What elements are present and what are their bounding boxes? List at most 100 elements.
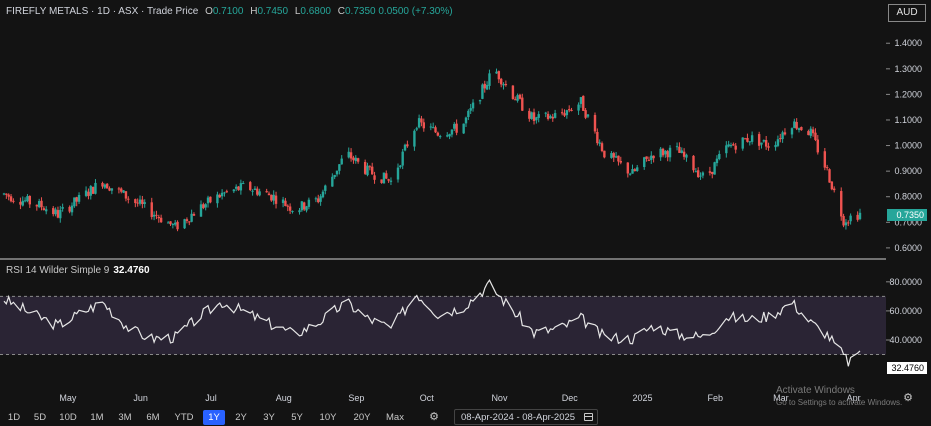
timeframe-button-10y[interactable]: 10Y	[319, 412, 337, 423]
candle-body	[514, 99, 517, 101]
candle-body	[387, 179, 390, 181]
time-tick-label: Jul	[205, 393, 217, 403]
candle-body	[35, 204, 39, 207]
currency-selector[interactable]: AUD	[888, 4, 926, 22]
candle-body	[239, 183, 243, 191]
candle-body	[225, 191, 228, 193]
candle-body	[319, 196, 322, 202]
candle-body	[584, 110, 587, 118]
candle-body	[192, 214, 196, 216]
candle-body	[89, 186, 92, 196]
candle-body	[281, 199, 285, 203]
price-legend: FIREFLY METALS · 1D · ASX · Trade Price …	[6, 6, 453, 17]
candle-body	[696, 170, 700, 177]
candle-body	[68, 206, 71, 212]
candle-body	[28, 195, 31, 205]
timeframe-button-ytd[interactable]: YTD	[174, 412, 194, 423]
rsi-line	[3, 279, 861, 367]
candle-body	[242, 183, 245, 185]
candle-body	[40, 200, 43, 208]
candle-body	[354, 157, 357, 162]
candle-body	[256, 188, 259, 195]
candle-body	[267, 193, 271, 196]
candle-body	[5, 193, 8, 195]
candle-body	[664, 150, 667, 155]
candle-body	[675, 146, 679, 148]
timeframe-button-20y[interactable]: 20Y	[353, 412, 371, 423]
candle-body	[650, 155, 653, 160]
high-label: H	[250, 6, 258, 17]
candle-body	[614, 156, 618, 158]
candle-body	[176, 221, 179, 230]
candle-body	[286, 205, 289, 207]
timeframe-button-5d[interactable]: 5D	[33, 412, 47, 423]
gear-icon[interactable]: ⚙	[903, 392, 913, 404]
candle-body	[840, 191, 843, 217]
candle-body	[321, 191, 325, 198]
rsi-axis: 80.0000 60.0000 40.0000	[886, 277, 922, 345]
timeframe-button-10d[interactable]: 10D	[59, 412, 77, 423]
candle-body	[150, 202, 153, 217]
time-tick-label: Oct	[420, 393, 435, 403]
candle-body	[77, 194, 81, 202]
timeframe-button-6m[interactable]: 6M	[146, 412, 160, 423]
date-range-text: 08-Apr-2024 - 08-Apr-2025	[461, 412, 576, 423]
timeframe-button-3m[interactable]: 3M	[118, 412, 132, 423]
rsi-legend: RSI 14 Wilder Simple 9 32.4760	[6, 265, 150, 276]
candle-body	[417, 118, 421, 128]
candle-body	[2, 193, 6, 195]
candle-body	[544, 112, 547, 114]
timeframe-button-1d[interactable]: 1D	[7, 412, 21, 423]
timeframe-button-1m[interactable]: 1M	[90, 412, 104, 423]
price-tick-label: 0.6000	[894, 243, 922, 253]
candle-body	[429, 126, 433, 128]
candle-body	[800, 127, 803, 131]
rsi-tick-label: 40.0000	[889, 335, 922, 345]
candle-body	[830, 181, 834, 190]
candle-body	[560, 112, 564, 114]
candle-body	[764, 140, 768, 147]
candle-body	[185, 219, 189, 221]
candle-body	[586, 114, 590, 117]
candle-body	[199, 204, 203, 217]
timeframe-button-2y[interactable]: 2Y	[235, 412, 247, 423]
rsi-value-badge: 32.4760	[887, 362, 927, 374]
timeframe-button-5y[interactable]: 5Y	[291, 412, 303, 423]
candle-body	[298, 210, 301, 213]
date-range-picker[interactable]: 08-Apr-2024 - 08-Apr-2025	[454, 409, 598, 425]
candle-body	[497, 71, 501, 80]
candle-body	[188, 221, 191, 223]
timeframe-button-max[interactable]: Max	[386, 412, 404, 423]
candle-body	[436, 132, 440, 136]
price-tick-label: 1.0000	[894, 141, 922, 151]
candle-body	[249, 182, 252, 190]
close-value: 0.7350	[345, 6, 376, 17]
candle-body	[21, 200, 24, 206]
candle-body	[291, 211, 294, 213]
candle-body	[643, 157, 646, 167]
candle-body	[26, 196, 29, 202]
candle-body	[692, 155, 695, 171]
candle-body	[485, 84, 489, 90]
candle-body	[661, 148, 665, 156]
candle-body	[399, 165, 402, 168]
timeframe-button-1y[interactable]: 1Y	[203, 410, 225, 425]
candle-body	[340, 158, 343, 165]
candle-body	[166, 222, 170, 224]
candle-body	[828, 169, 831, 183]
candle-body	[335, 170, 339, 175]
candle-body	[19, 201, 22, 205]
candle-body	[415, 128, 418, 130]
candle-body	[434, 127, 437, 133]
gear-icon[interactable]: ⚙	[429, 411, 439, 423]
watermark-subtitle: Go to Settings to activate Windows.	[776, 398, 903, 407]
open-value: 0.7100	[212, 6, 244, 17]
candle-body	[110, 188, 114, 191]
timeframe-button-3y[interactable]: 3Y	[263, 412, 275, 423]
candle-body	[619, 161, 622, 163]
candle-body	[174, 222, 177, 225]
candle-body	[713, 162, 716, 175]
candle-body	[9, 196, 13, 202]
time-tick-label: 2025	[632, 393, 652, 403]
